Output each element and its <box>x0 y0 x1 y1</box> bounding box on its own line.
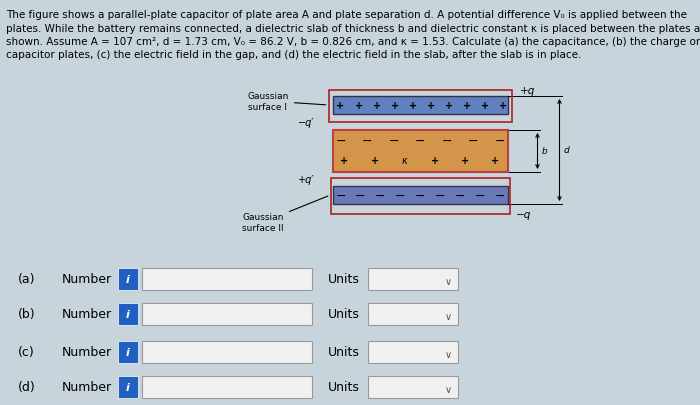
Text: −: − <box>494 134 505 147</box>
Bar <box>332 131 508 173</box>
Text: −: − <box>362 134 372 147</box>
Bar <box>368 376 458 398</box>
Text: capacitor plates, (c) the electric field in the gap, and (d) the electric field : capacitor plates, (c) the electric field… <box>6 50 582 60</box>
Text: −: − <box>395 189 405 202</box>
Bar <box>118 376 138 398</box>
Text: +: + <box>427 101 435 111</box>
Text: (b): (b) <box>18 308 36 321</box>
Text: κ: κ <box>402 156 408 166</box>
Text: −: − <box>375 189 386 202</box>
Text: (a): (a) <box>18 273 36 286</box>
Text: Number: Number <box>62 273 112 286</box>
Bar <box>118 303 138 325</box>
Text: −: − <box>468 134 478 147</box>
Text: +: + <box>337 101 344 111</box>
Text: +: + <box>354 101 363 111</box>
Text: −: − <box>355 189 365 202</box>
Text: −: − <box>454 189 465 202</box>
Text: (c): (c) <box>18 345 35 358</box>
Text: ∨: ∨ <box>444 276 452 286</box>
Text: ∨: ∨ <box>444 311 452 321</box>
Text: +: + <box>370 156 379 166</box>
Text: Number: Number <box>62 308 112 321</box>
Bar <box>368 303 458 325</box>
Text: +: + <box>482 101 489 111</box>
Text: Number: Number <box>62 345 112 358</box>
Bar <box>330 179 510 215</box>
Text: +: + <box>391 101 399 111</box>
Text: ∨: ∨ <box>444 384 452 394</box>
Text: Units: Units <box>328 381 360 394</box>
Bar <box>118 269 138 290</box>
Text: −: − <box>494 189 505 202</box>
Text: plates. While the battery remains connected, a dielectric slab of thickness b an: plates. While the battery remains connec… <box>6 23 700 34</box>
Text: +q′: +q′ <box>298 175 314 185</box>
Text: d: d <box>564 146 569 155</box>
Text: +: + <box>491 156 500 166</box>
Text: Gaussian
surface II: Gaussian surface II <box>242 196 328 232</box>
Text: −q′: −q′ <box>298 118 314 128</box>
Text: +: + <box>461 156 470 166</box>
Text: −: − <box>335 189 346 202</box>
Bar <box>328 91 512 123</box>
Bar <box>368 269 458 290</box>
Text: −: − <box>441 134 452 147</box>
Text: The figure shows a parallel-plate capacitor of plate area A and plate separation: The figure shows a parallel-plate capaci… <box>6 10 687 20</box>
Bar <box>142 303 312 325</box>
Text: +: + <box>372 101 381 111</box>
Text: −: − <box>414 134 426 147</box>
Text: shown. Assume A = 107 cm², d = 1.73 cm, V₀ = 86.2 V, b = 0.826 cm, and κ = 1.53.: shown. Assume A = 107 cm², d = 1.73 cm, … <box>6 37 700 47</box>
Bar <box>142 341 312 363</box>
Text: −: − <box>389 134 399 147</box>
Text: Units: Units <box>328 345 360 358</box>
Bar <box>332 187 508 205</box>
Bar <box>142 269 312 290</box>
Text: i: i <box>126 382 130 392</box>
Text: +q: +q <box>519 86 535 96</box>
Bar <box>118 341 138 363</box>
Text: Gaussian
surface I: Gaussian surface I <box>248 92 326 111</box>
Text: ∨: ∨ <box>444 349 452 359</box>
Text: i: i <box>126 347 130 357</box>
Text: −: − <box>435 189 445 202</box>
Text: Units: Units <box>328 273 360 286</box>
Bar <box>368 341 458 363</box>
Text: +: + <box>499 101 508 111</box>
Text: −q: −q <box>515 209 531 220</box>
Text: +: + <box>445 101 453 111</box>
Text: +: + <box>409 101 417 111</box>
Bar <box>332 97 508 115</box>
Text: −: − <box>335 134 346 147</box>
Text: Number: Number <box>62 381 112 394</box>
Text: −: − <box>414 189 426 202</box>
Text: i: i <box>126 274 130 284</box>
Text: i: i <box>126 309 130 319</box>
Text: +: + <box>463 101 471 111</box>
Bar <box>142 376 312 398</box>
Text: +: + <box>340 156 349 166</box>
Text: b: b <box>542 147 547 156</box>
Text: (d): (d) <box>18 381 36 394</box>
Text: Units: Units <box>328 308 360 321</box>
Text: +: + <box>431 156 439 166</box>
Text: −: − <box>475 189 485 202</box>
